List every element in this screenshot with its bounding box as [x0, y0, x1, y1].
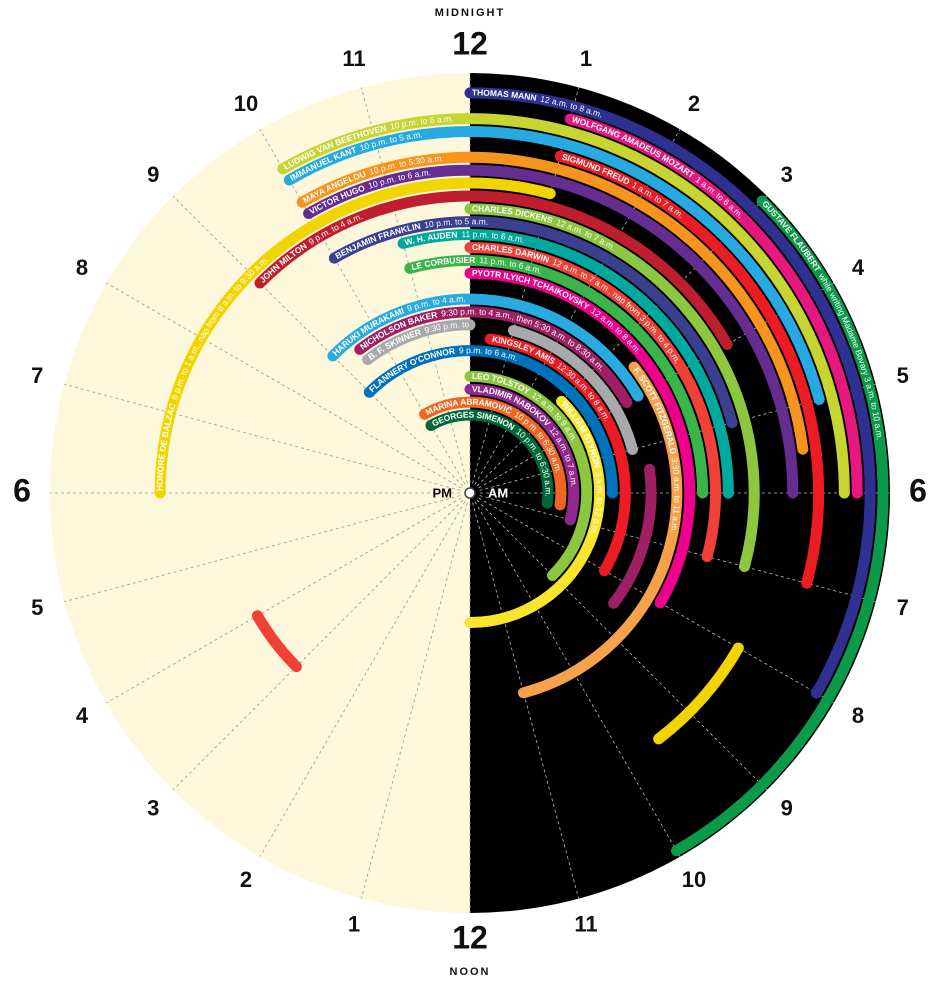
- grid-line: [476, 499, 768, 791]
- grid-line: [64, 495, 461, 603]
- sleep-arc: [464, 395, 606, 629]
- tick-label: 1: [580, 46, 592, 71]
- tick-label: 5: [897, 363, 909, 388]
- tick-label: 4: [76, 703, 89, 728]
- tick-label: 7: [897, 595, 909, 620]
- grid-line: [106, 497, 462, 704]
- grid-line: [474, 501, 681, 857]
- tick-label: 7: [31, 363, 43, 388]
- sleep-hours: 3:30 a.m. to 11 a.m.: [668, 457, 682, 534]
- grid-line: [172, 499, 464, 791]
- sleep-arc: [362, 319, 476, 366]
- tick-label: 11: [574, 912, 597, 937]
- tick-label: 9: [781, 796, 793, 821]
- sleep-arc: [296, 151, 809, 455]
- tick-label: 2: [240, 867, 252, 892]
- tick-label: 6: [909, 472, 927, 508]
- sleep-arc: [425, 409, 554, 509]
- sleep-arc: [564, 113, 863, 499]
- sleep-arc: [277, 113, 850, 499]
- sleep-arc: [303, 164, 799, 499]
- sleep-arc: [464, 87, 876, 699]
- sleep-arc: [464, 267, 696, 609]
- tick-label: 3: [781, 162, 793, 187]
- sleep-arc: [508, 325, 638, 455]
- tick-label: 12: [452, 25, 488, 61]
- sleep-arc: [554, 150, 825, 589]
- grid-line: [106, 282, 462, 489]
- sleep-arc: [328, 216, 738, 429]
- tick-label: 1: [348, 912, 360, 937]
- sleep-arc: [464, 370, 593, 581]
- sleep-arc: [419, 396, 567, 511]
- tick-label: 10: [234, 91, 258, 116]
- sleep-arc: [653, 642, 744, 745]
- tick-label: 8: [852, 703, 864, 728]
- sleep-arc: [363, 345, 618, 499]
- grid-line: [64, 383, 461, 491]
- top-label: MIDNIGHT: [435, 7, 505, 19]
- sleep-arc: [608, 463, 657, 609]
- tick-label: 2: [688, 91, 700, 116]
- tick-label: 10: [682, 867, 706, 892]
- grid-line: [472, 502, 580, 899]
- tick-label: 8: [76, 255, 88, 280]
- grid-line: [360, 502, 468, 899]
- tick-label: 5: [31, 595, 43, 620]
- sleep-arc: [484, 333, 631, 577]
- sleep-arc: [283, 126, 825, 405]
- center: [464, 487, 476, 499]
- grid-line: [259, 501, 466, 857]
- sleep-arc: [671, 195, 889, 857]
- sleep-arc: [518, 361, 683, 699]
- tick-label: 9: [147, 162, 159, 187]
- bottom-label: NOON: [450, 966, 491, 978]
- tick-label: 11: [342, 46, 365, 71]
- sleep-arc: [464, 383, 580, 526]
- sleep-arc: [464, 242, 721, 563]
- sleep-arc: [251, 610, 302, 673]
- sleep-arc: [354, 306, 633, 408]
- tick-label: 3: [147, 796, 159, 821]
- tick-label: 6: [13, 472, 31, 508]
- sleep-arc: [327, 293, 644, 402]
- tick-label: 12: [452, 919, 488, 955]
- tick-label: 4: [852, 255, 865, 280]
- grid-line: [172, 195, 464, 487]
- pm-label: PM: [433, 485, 453, 500]
- sleep-arc: [404, 254, 709, 499]
- am-label: AM: [488, 485, 508, 500]
- sleep-arc: [254, 190, 733, 350]
- sleep-arc: [397, 229, 734, 499]
- sleep-arc: [464, 203, 760, 573]
- sleep-arc: [154, 177, 556, 499]
